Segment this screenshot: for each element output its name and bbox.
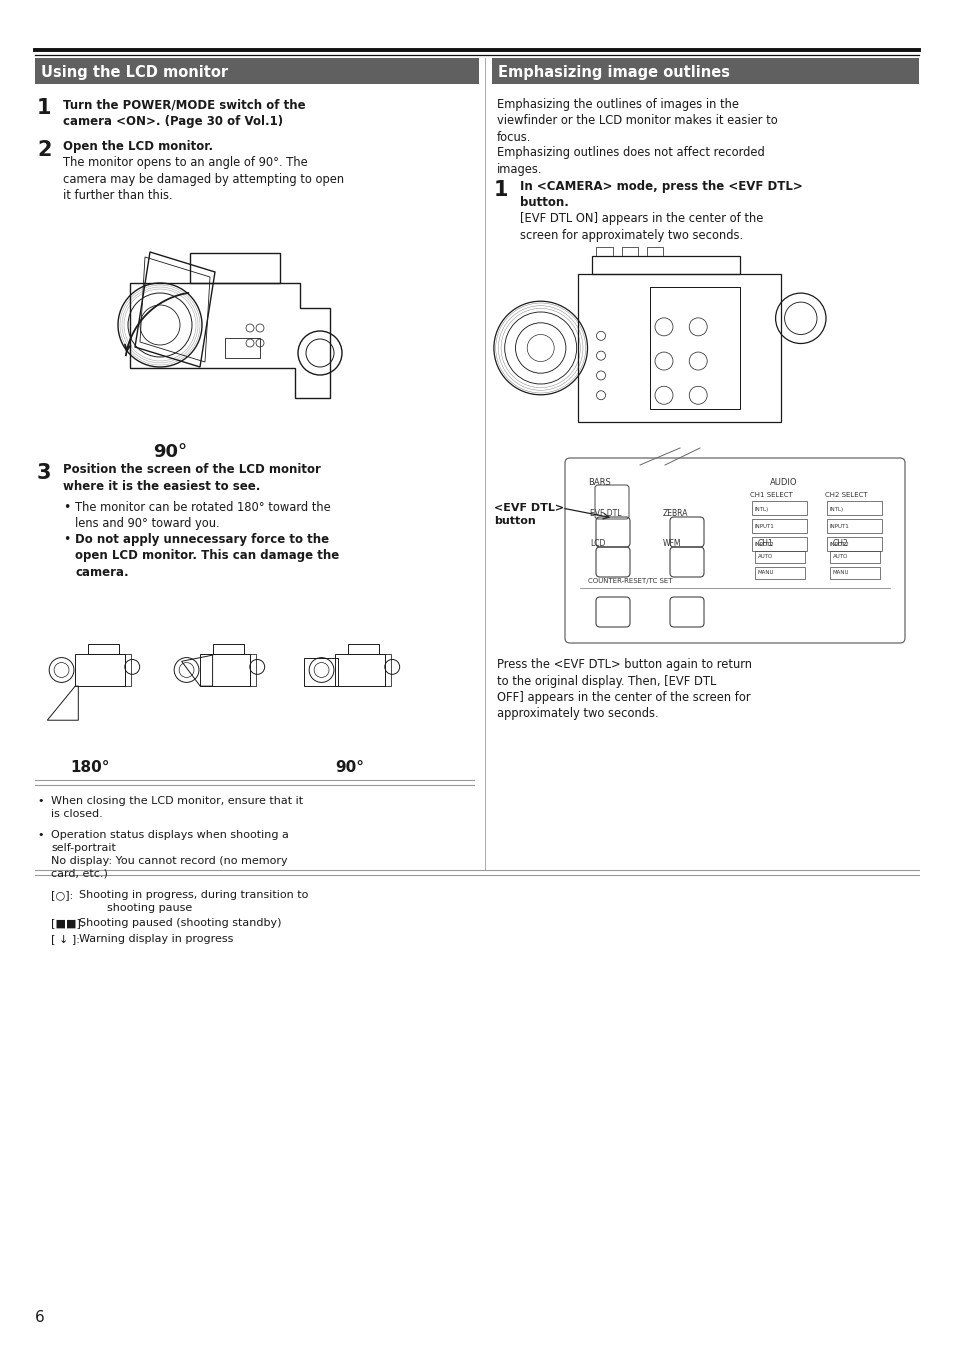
Bar — [596, 246, 612, 256]
Bar — [335, 654, 384, 686]
Bar — [751, 501, 806, 515]
Bar — [384, 654, 391, 686]
Text: •: • — [37, 830, 44, 839]
Bar — [621, 246, 638, 256]
Text: Turn the POWER/MODE switch of the
camera <ON>. (Page 30 of Vol.1): Turn the POWER/MODE switch of the camera… — [63, 97, 305, 127]
Text: Operation status displays when shooting a
self-portrait
No display: You cannot r: Operation status displays when shooting … — [51, 830, 289, 879]
Bar — [829, 551, 879, 563]
Text: Warning display in progress: Warning display in progress — [79, 934, 233, 944]
Text: 3: 3 — [37, 463, 51, 483]
Text: INTL): INTL) — [754, 506, 768, 512]
Text: COUNTER-RESET/TC SET: COUNTER-RESET/TC SET — [587, 578, 672, 584]
Text: MANU: MANU — [832, 570, 848, 575]
Text: •: • — [63, 501, 71, 515]
Text: 1: 1 — [37, 97, 51, 118]
Text: [ ↓ ]:: [ ↓ ]: — [51, 934, 80, 944]
Bar — [751, 538, 806, 551]
Text: The monitor can be rotated 180° toward the
lens and 90° toward you.: The monitor can be rotated 180° toward t… — [75, 501, 331, 531]
Text: INTL): INTL) — [829, 506, 843, 512]
Text: ZEBRA: ZEBRA — [662, 509, 688, 519]
Text: When closing the LCD monitor, ensure that it
is closed.: When closing the LCD monitor, ensure tha… — [51, 796, 303, 819]
FancyBboxPatch shape — [564, 458, 904, 643]
Text: The monitor opens to an angle of 90°. The
camera may be damaged by attempting to: The monitor opens to an angle of 90°. Th… — [63, 156, 344, 202]
Text: Open the LCD monitor.: Open the LCD monitor. — [63, 139, 213, 153]
Text: AUTO: AUTO — [832, 555, 847, 559]
Text: 1: 1 — [494, 180, 508, 200]
Text: In <CAMERA> mode, press the <EVF DTL>
button.: In <CAMERA> mode, press the <EVF DTL> bu… — [519, 180, 801, 210]
Bar — [646, 246, 662, 256]
Text: Emphasizing outlines does not affect recorded
images.: Emphasizing outlines does not affect rec… — [497, 146, 764, 176]
Text: 6: 6 — [35, 1311, 45, 1326]
Text: 2: 2 — [37, 139, 51, 160]
Text: Position the screen of the LCD monitor
where it is the easiest to see.: Position the screen of the LCD monitor w… — [63, 463, 320, 493]
Text: Press the <EVF DTL> button again to return
to the original display. Then, [EVF D: Press the <EVF DTL> button again to retu… — [497, 658, 751, 720]
Text: INPUT1: INPUT1 — [754, 524, 774, 529]
Text: AUDIO: AUDIO — [769, 478, 797, 487]
Bar — [754, 551, 804, 563]
Bar — [347, 645, 378, 654]
Bar — [754, 567, 804, 580]
Text: Shooting paused (shooting standby): Shooting paused (shooting standby) — [79, 918, 281, 927]
Bar — [225, 338, 260, 357]
Text: INPUT1: INPUT1 — [829, 524, 849, 529]
Text: MANU: MANU — [758, 570, 774, 575]
Text: CH2: CH2 — [832, 539, 848, 548]
Text: Do not apply unnecessary force to the
open LCD monitor. This can damage the
came: Do not apply unnecessary force to the op… — [75, 533, 339, 580]
Bar — [35, 58, 478, 84]
Text: CH1: CH1 — [758, 539, 773, 548]
Text: [EVF DTL ON] appears in the center of the
screen for approximately two seconds.: [EVF DTL ON] appears in the center of th… — [519, 213, 762, 241]
Bar — [578, 274, 781, 422]
Bar — [826, 538, 882, 551]
Bar — [250, 654, 255, 686]
Bar — [826, 519, 882, 533]
Text: CH2 SELECT: CH2 SELECT — [824, 492, 866, 498]
Text: EVF DTL: EVF DTL — [589, 509, 620, 519]
Text: 90°: 90° — [335, 760, 364, 774]
Text: [■■]:: [■■]: — [51, 918, 85, 927]
Bar — [213, 645, 243, 654]
Text: <EVF DTL>
button: <EVF DTL> button — [494, 502, 563, 525]
Text: INPUT2: INPUT2 — [754, 543, 774, 547]
Text: Using the LCD monitor: Using the LCD monitor — [41, 65, 228, 80]
Text: Emphasizing the outlines of images in the
viewfinder or the LCD monitor makes it: Emphasizing the outlines of images in th… — [497, 97, 777, 144]
Text: •: • — [63, 533, 71, 546]
Text: Shooting in progress, during transition to
        shooting pause: Shooting in progress, during transition … — [79, 890, 308, 913]
Bar — [88, 645, 118, 654]
Bar — [826, 501, 882, 515]
Text: Emphasizing image outlines: Emphasizing image outlines — [497, 65, 729, 80]
Text: INPUT2: INPUT2 — [829, 543, 849, 547]
Bar — [829, 567, 879, 580]
Text: LCD: LCD — [589, 539, 605, 548]
Text: 180°: 180° — [71, 760, 110, 774]
Text: [○]:: [○]: — [51, 890, 73, 900]
Text: AUTO: AUTO — [758, 555, 773, 559]
Text: 90°: 90° — [152, 443, 187, 460]
Text: BARS: BARS — [587, 478, 610, 487]
Bar — [200, 654, 250, 686]
Bar — [592, 256, 740, 274]
Bar — [125, 654, 131, 686]
Bar — [650, 287, 740, 409]
Bar — [75, 654, 125, 686]
Text: •: • — [37, 796, 44, 806]
Text: CH1 SELECT: CH1 SELECT — [749, 492, 792, 498]
Bar — [751, 519, 806, 533]
Bar — [492, 58, 918, 84]
Text: WFM: WFM — [662, 539, 680, 548]
